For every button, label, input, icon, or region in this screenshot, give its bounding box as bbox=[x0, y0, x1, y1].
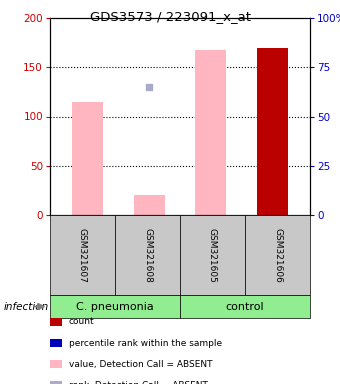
Text: count: count bbox=[69, 318, 94, 326]
Text: GSM321608: GSM321608 bbox=[143, 228, 152, 283]
Text: GSM321607: GSM321607 bbox=[78, 228, 87, 283]
Text: rank, Detection Call = ABSENT: rank, Detection Call = ABSENT bbox=[69, 381, 208, 384]
Text: infection: infection bbox=[3, 301, 49, 311]
Text: GSM321606: GSM321606 bbox=[273, 228, 282, 283]
Bar bbox=[257, 48, 288, 215]
Text: percentile rank within the sample: percentile rank within the sample bbox=[69, 339, 222, 348]
Text: value, Detection Call = ABSENT: value, Detection Call = ABSENT bbox=[69, 360, 212, 369]
Bar bbox=[257, 48, 288, 215]
Point bbox=[146, 84, 152, 90]
Text: GSM321605: GSM321605 bbox=[208, 228, 217, 283]
Text: control: control bbox=[226, 301, 264, 311]
Text: GDS3573 / 223091_x_at: GDS3573 / 223091_x_at bbox=[89, 10, 251, 23]
Bar bbox=[195, 50, 226, 215]
Bar bbox=[72, 102, 103, 215]
Bar bbox=[134, 195, 165, 215]
Text: C. pneumonia: C. pneumonia bbox=[76, 301, 154, 311]
